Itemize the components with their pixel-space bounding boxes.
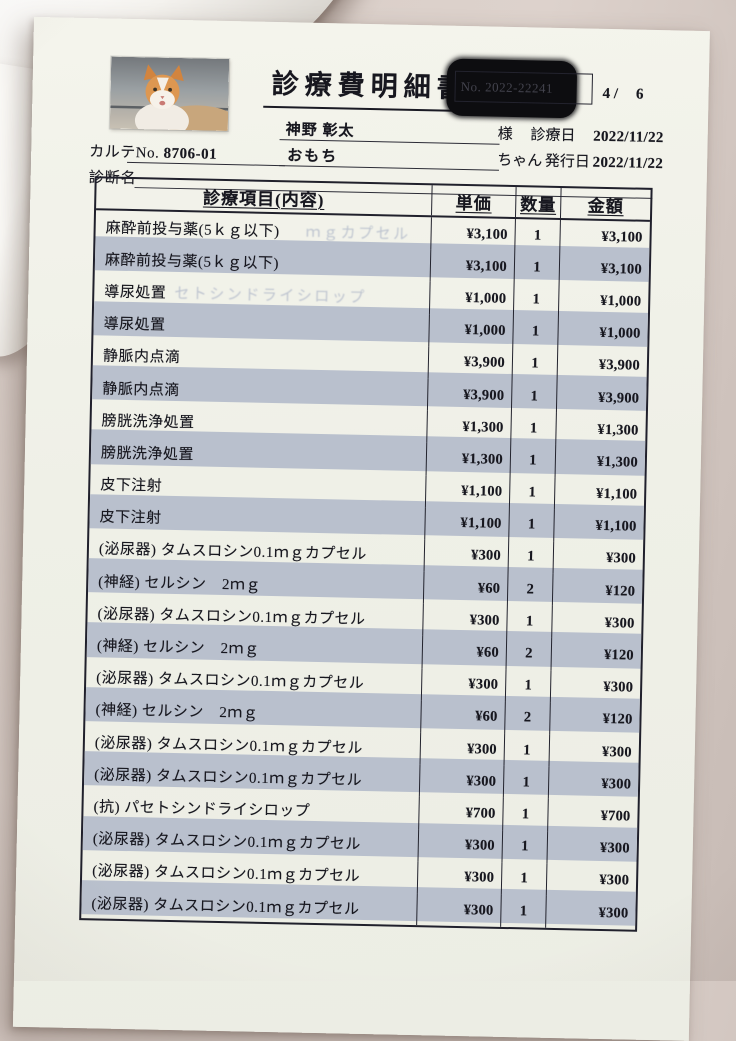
quantity-cell: 1 [503, 798, 549, 832]
amount-cell: ¥1,100 [595, 485, 638, 503]
invoice-paper: 診療費明細書 No. 2022-22241 4 / 6 神野 彰太 様 診療日 … [12, 16, 710, 1041]
amount-cell: ¥3,900 [598, 357, 641, 375]
issue-date-cluster: ちゃん 発行日 2022/11/22 [497, 149, 663, 173]
karte-number: 8706-01 [163, 145, 218, 163]
amount-cell: ¥120 [603, 647, 634, 664]
page-total: 6 [635, 86, 644, 103]
unit-price-cell: ¥300 [417, 893, 502, 928]
amount-cell: ¥1,000 [600, 292, 642, 310]
unit-price-cell: ¥300 [418, 828, 504, 863]
quantity-cell: 1 [502, 830, 549, 864]
quantity-cell: 1 [510, 444, 557, 478]
issue-date-label: 発行日 [544, 153, 591, 171]
amount-cell: ¥700 [600, 807, 631, 825]
column-header-unit-price: 単価 [432, 185, 517, 218]
unit-price-cell: ¥60 [421, 700, 506, 734]
quantity-cell: 1 [505, 669, 552, 703]
quantity-cell: 1 [511, 379, 558, 414]
unit-price-cell: ¥300 [421, 667, 507, 702]
quantity-cell: 2 [506, 637, 553, 671]
amount-cell: ¥120 [605, 582, 636, 600]
column-header-item: 診療項目(内容) [96, 178, 433, 216]
owner-name: 神野 彰太 [285, 122, 355, 140]
amount-cell: ¥1,300 [596, 453, 639, 471]
visit-date-label: 診療日 [530, 127, 576, 145]
quantity-cell: 1 [509, 508, 555, 542]
amount-cell: ¥300 [603, 679, 634, 696]
unit-price-cell: ¥3,900 [427, 378, 513, 413]
quantity-cell: 1 [513, 283, 560, 317]
page-current: 4 / [602, 85, 619, 103]
unit-price-cell: ¥1,100 [425, 474, 511, 509]
unit-price-cell: ¥300 [424, 539, 510, 574]
amount-cell: ¥300 [604, 614, 635, 632]
amount-cell: ¥300 [598, 904, 629, 922]
unit-price-cell: ¥1,300 [426, 442, 512, 477]
unit-price-cell: ¥3,100 [430, 249, 516, 284]
amount-cell: ¥300 [599, 840, 630, 857]
quantity-cell: 1 [511, 412, 557, 446]
fee-table: 診療項目(内容) 単価 数量 金額 麻酔前投与薬(5ｋｇ以下) ¥3,100 1 ¥3… [79, 176, 653, 932]
quantity-cell: 1 [503, 766, 550, 800]
issue-date: 2022/11/22 [592, 154, 664, 173]
quantity-cell: 1 [501, 894, 547, 928]
column-header-amount: 金額 [587, 196, 624, 216]
quantity-cell: 1 [501, 862, 548, 896]
amount-cell: ¥3,900 [597, 389, 640, 407]
visit-date-cluster: 様 診療日 2022/11/22 [498, 123, 664, 147]
unit-price-cell: ¥300 [423, 603, 508, 638]
unit-price-cell: ¥3,900 [428, 346, 514, 380]
amount-cell: ¥3,100 [600, 260, 643, 278]
item-cell: (泌尿器) タムスロシン0.1ｍｇカプセル [81, 886, 418, 926]
amount-cell: ¥300 [601, 743, 632, 761]
doc-number-box: No. 2022-22241 [454, 70, 594, 105]
amount-cell: ¥300 [605, 550, 637, 568]
page-indicator: 4 / 6 [602, 86, 672, 104]
quantity-cell: 1 [513, 315, 559, 349]
amount-cell: ¥120 [602, 711, 633, 729]
quantity-cell: 1 [514, 251, 561, 285]
pet-name-underline [279, 165, 499, 171]
unit-price-cell: ¥60 [422, 635, 508, 670]
unit-price-cell: ¥300 [417, 860, 503, 895]
unit-price-cell: ¥300 [419, 764, 505, 799]
owner-suffix: 様 [497, 126, 513, 143]
amount-cell: ¥300 [601, 775, 632, 793]
amount-cell: ¥1,100 [595, 518, 637, 535]
quantity-cell: 1 [504, 733, 551, 768]
pet-suffix: ちゃん [496, 152, 543, 170]
amount-cell: ¥300 [599, 872, 630, 889]
karte-label: カルテNo. [89, 144, 160, 162]
cat-photo-image [109, 56, 230, 132]
unit-price-cell: ¥1,300 [427, 410, 512, 445]
amount-cell: ¥3,100 [601, 228, 643, 246]
quantity-cell: 2 [507, 573, 554, 607]
amount-cell: ¥1,000 [599, 324, 641, 342]
unit-price-cell: ¥1,100 [425, 506, 510, 541]
fee-table-body: 麻酔前投与薬(5ｋｇ以下) ¥3,100 1 ¥3,100 ｍｇカプセル 麻酔前投与薬(5… [81, 210, 650, 929]
unit-price-cell: ¥1,000 [429, 281, 515, 316]
quantity-cell: 1 [507, 605, 553, 639]
unit-price-cell: ¥1,000 [429, 313, 514, 348]
doc-number: No. 2022-22241 [460, 78, 554, 96]
unit-price-cell: ¥60 [423, 571, 509, 606]
quantity-cell: 1 [509, 476, 556, 510]
unit-price-cell: ¥300 [420, 732, 506, 767]
quantity-cell: 1 [512, 347, 559, 381]
quantity-cell: 1 [515, 219, 561, 253]
unit-price-cell: ¥3,100 [431, 217, 516, 252]
amount-cell: ¥1,300 [597, 421, 639, 439]
cat-photo [109, 56, 230, 132]
column-header-quantity: 数量 [515, 187, 562, 219]
pet-name: おもち [287, 148, 339, 166]
visit-date: 2022/11/22 [592, 128, 664, 147]
unit-price-cell: ¥700 [419, 796, 504, 831]
photo-scene: 診療費明細書 No. 2022-22241 4 / 6 神野 彰太 様 診療日 … [0, 0, 736, 981]
quantity-cell: 1 [508, 540, 555, 574]
quantity-cell: 2 [505, 701, 551, 735]
karte-number-line: カルテNo. 8706-01 [89, 140, 217, 164]
